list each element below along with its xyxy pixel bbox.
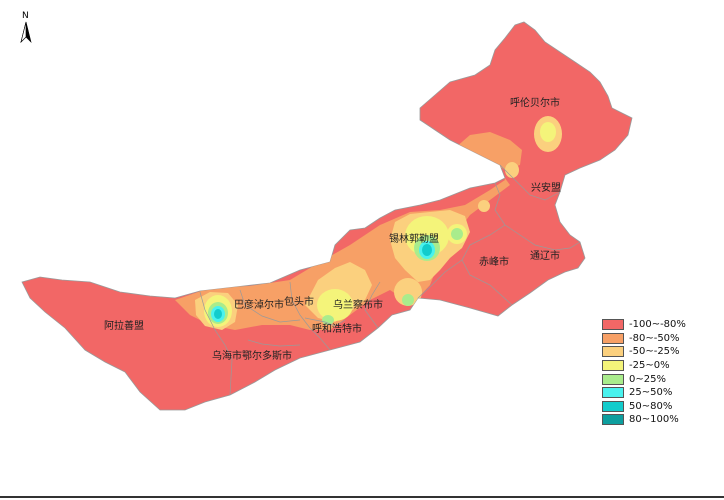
legend-item: 25~50% <box>602 386 712 400</box>
city-label-baotou: 包头市 <box>284 295 314 308</box>
zone-lightorange-f <box>394 278 422 306</box>
city-label-huhehaote: 呼和浩特市 <box>312 322 362 335</box>
city-labels: 呼伦贝尔市 兴安盟 锡林郭勒盟 通辽市 赤峰市 乌兰察布市 巴彦淖尔市 包头市 … <box>104 96 561 362</box>
legend-label: 50~80% <box>629 400 673 412</box>
zone-green-d <box>402 294 414 306</box>
prefecture-borders <box>199 164 581 396</box>
legend-label: -80~-50% <box>629 332 680 344</box>
city-label-chifeng: 赤峰市 <box>479 255 509 268</box>
zone-teal-b <box>214 309 222 319</box>
north-arrow: N <box>20 11 32 43</box>
value-zones <box>175 116 562 330</box>
legend-label: -25~0% <box>629 360 670 372</box>
north-arrow-label: N <box>22 11 29 21</box>
city-label-wulanchabu: 乌兰察布市 <box>333 298 383 311</box>
legend-item: -50~-25% <box>602 345 712 359</box>
legend-item: -100~-80% <box>602 318 712 332</box>
zone-orange-north <box>455 132 522 170</box>
legend-swatch <box>602 400 624 412</box>
zone-lightorange-g <box>478 200 490 212</box>
legend-label: 80~100% <box>629 414 679 426</box>
legend-item: 50~80% <box>602 400 712 414</box>
city-label-tongliao: 通辽市 <box>530 249 560 262</box>
city-label-xilinguole: 锡林郭勒盟 <box>389 232 439 245</box>
city-label-bayannaoer: 巴彦淖尔市 <box>234 298 284 311</box>
city-label-hulunbuir: 呼伦贝尔市 <box>510 96 560 109</box>
zone-yellow-d <box>317 289 353 321</box>
region-base <box>21 21 633 411</box>
bottom-divider <box>0 496 724 498</box>
legend-swatch <box>602 387 624 399</box>
legend-item: 0~25% <box>602 372 712 386</box>
legend-swatch <box>602 414 624 426</box>
legend-label: 0~25% <box>629 373 666 385</box>
zone-lightorange-e <box>505 162 519 178</box>
zone-green-b <box>451 228 463 240</box>
legend: -100~-80% -80~-50% -50~-25% -25~0% 0~25% 25~5… <box>602 318 712 427</box>
legend-item: -80~-50% <box>602 332 712 346</box>
legend-swatch <box>602 346 624 358</box>
legend-label: 25~50% <box>629 387 673 399</box>
legend-swatch <box>602 319 624 331</box>
legend-swatch <box>602 332 624 344</box>
zone-orange <box>175 138 510 330</box>
legend-item: -25~0% <box>602 359 712 373</box>
zone-teal-a <box>422 244 432 256</box>
legend-label: -50~-25% <box>629 346 680 358</box>
legend-swatch <box>602 373 624 385</box>
zone-yellow-e <box>540 122 556 142</box>
zone-green-e <box>322 315 334 325</box>
legend-item: 80~100% <box>602 413 712 427</box>
legend-swatch <box>602 360 624 372</box>
city-label-alashan: 阿拉善盟 <box>104 319 144 332</box>
city-label-wuhai-eerduosi: 乌海市鄂尔多斯市 <box>212 349 292 362</box>
legend-label: -100~-80% <box>629 319 686 331</box>
city-label-xinganmeng: 兴安盟 <box>531 181 561 194</box>
